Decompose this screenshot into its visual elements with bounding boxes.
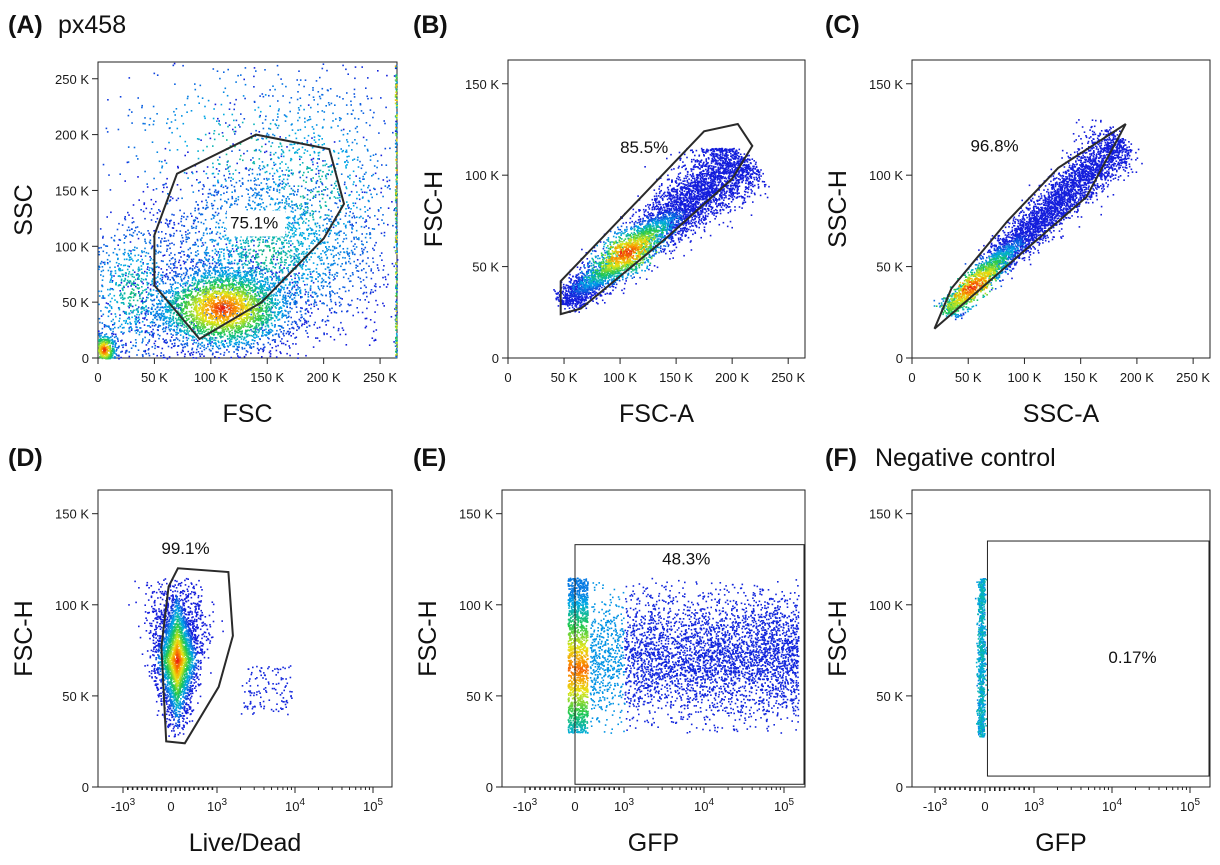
y-tick-label: 100 K [465,168,499,183]
y-tick-label: 150 K [465,77,499,92]
x-tick-label: 103 [1024,797,1044,814]
x-tick-label: 105 [363,797,383,814]
x-axis-label-B: FSC-A [619,400,694,428]
y-tick-label: 150 K [459,507,493,522]
gate-rect-F [987,541,1209,776]
x-tick-label: 104 [285,797,305,814]
panel-label-F: (F) [825,444,857,472]
x-axis-label-F: GFP [1035,829,1086,857]
y-tick-label: 250 K [55,72,89,87]
gate-percent-F: 0.17% [1108,648,1156,667]
x-tick-label: 103 [614,797,634,814]
cell-events-E [568,578,800,734]
panel-label-C: (C) [825,11,860,39]
gate-percent-C: 96.8% [970,136,1018,155]
y-tick-label: 100 K [55,239,89,254]
panel-D: (D) 99.1% 0 50 K 100 K 150 K -103 0 103 104 105 Liv… [8,444,392,857]
x-tick-label: -103 [111,797,136,814]
x-tick-label: 104 [1102,797,1122,814]
panel-A: (A) px458 75.1% 0 50 K 100 K 150 K 200 K 250 K 0 5… [8,11,398,428]
x-tick-label: 100 K [194,370,228,385]
gate-percent-A: 75.1% [230,213,278,232]
cell-events-D [128,578,293,737]
x-tick-label: 0 [167,799,174,814]
x-tick-label: 103 [207,797,227,814]
y-tick-label: 50 K [472,260,499,275]
cell-events-F [975,578,989,738]
x-tick-label: 104 [694,797,714,814]
panel-C: (C) 96.8% 0 50 K 100 K 150 K 0 50 K 100 K 150 K 20… [824,11,1210,428]
y-tick-label: 100 K [869,598,903,613]
x-tick-label: 50 K [955,370,982,385]
y-axis-label-B: FSC-H [420,171,448,247]
y-tick-label: 100 K [869,168,903,183]
gate-percent-B: 85.5% [620,138,668,157]
x-tick-label: 50 K [141,370,168,385]
x-tick-label: 105 [1180,797,1200,814]
panel-title-A: px458 [58,11,126,39]
x-tick-label: -103 [923,797,948,814]
x-tick-label: 100 K [1007,370,1041,385]
panel-F: (F) Negative control 0.17% 0 50 K 100 K 150 K -… [824,444,1210,857]
x-tick-label: 200 K [307,370,341,385]
y-tick-label: 100 K [459,598,493,613]
y-axis-label-E: FSC-H [414,600,442,676]
x-axis-label-D: Live/Dead [189,829,302,857]
panel-label-D: (D) [8,444,43,472]
y-axis-label-A: SSC [10,184,38,235]
x-axis-label-A: FSC [223,400,273,428]
flow-cytometry-figure: (A) px458 75.1% 0 50 K 100 K 150 K 200 K 250 K 0 5… [0,0,1220,865]
panel-label-B: (B) [413,11,448,39]
panel-title-F: Negative control [875,444,1056,472]
y-tick-label: 0 [82,780,89,795]
x-tick-label: 150 K [659,370,693,385]
x-tick-label: 250 K [1176,370,1210,385]
x-tick-label: 150 K [1064,370,1098,385]
x-tick-label: 250 K [771,370,805,385]
y-tick-label: 150 K [55,183,89,198]
y-tick-label: 50 K [62,689,89,704]
y-axis-label-D: FSC-H [10,600,38,676]
x-tick-label: 0 [504,370,511,385]
y-tick-label: 0 [82,351,89,366]
plot-frame-F [912,490,1210,787]
x-tick-label: 200 K [715,370,749,385]
x-axis-label-E: GFP [628,829,679,857]
y-tick-label: 0 [896,351,903,366]
y-axis-label-C: SSC-H [824,170,852,248]
y-tick-label: 0 [486,780,493,795]
y-tick-label: 50 K [876,689,903,704]
y-tick-label: 150 K [869,77,903,92]
y-tick-label: 0 [896,780,903,795]
x-tick-label: 100 K [603,370,637,385]
y-tick-label: 100 K [55,598,89,613]
x-tick-label: 0 [908,370,915,385]
y-tick-label: 200 K [55,128,89,143]
y-tick-label: 150 K [869,507,903,522]
plot-frame-D [98,490,392,787]
panel-label-E: (E) [413,444,446,472]
x-tick-label: -103 [513,797,538,814]
y-tick-label: 50 K [876,260,903,275]
gate-percent-E: 48.3% [662,550,710,569]
cell-events-B [553,148,770,313]
gate-percent-D: 99.1% [161,539,209,558]
x-tick-label: 50 K [551,370,578,385]
x-tick-label: 0 [94,370,101,385]
x-tick-label: 200 K [1120,370,1154,385]
x-tick-label: 0 [981,799,988,814]
x-axis-label-C: SSC-A [1023,400,1100,428]
x-tick-label: 250 K [363,370,397,385]
x-tick-label: 0 [571,799,578,814]
y-tick-label: 50 K [466,689,493,704]
x-tick-label: 150 K [250,370,284,385]
panel-B: (B) 85.5% 0 50 K 100 K 150 K 0 50 K 100 K 150 K 20… [413,11,805,428]
panel-label-A: (A) [8,11,43,39]
y-tick-label: 150 K [55,507,89,522]
y-tick-label: 0 [492,351,499,366]
panel-E: (E) 48.3% 0 50 K 100 K 150 K -103 0 103 104 105 GFP… [413,444,805,857]
y-axis-label-F: FSC-H [824,600,852,676]
x-tick-label: 105 [774,797,794,814]
y-tick-label: 50 K [62,295,89,310]
